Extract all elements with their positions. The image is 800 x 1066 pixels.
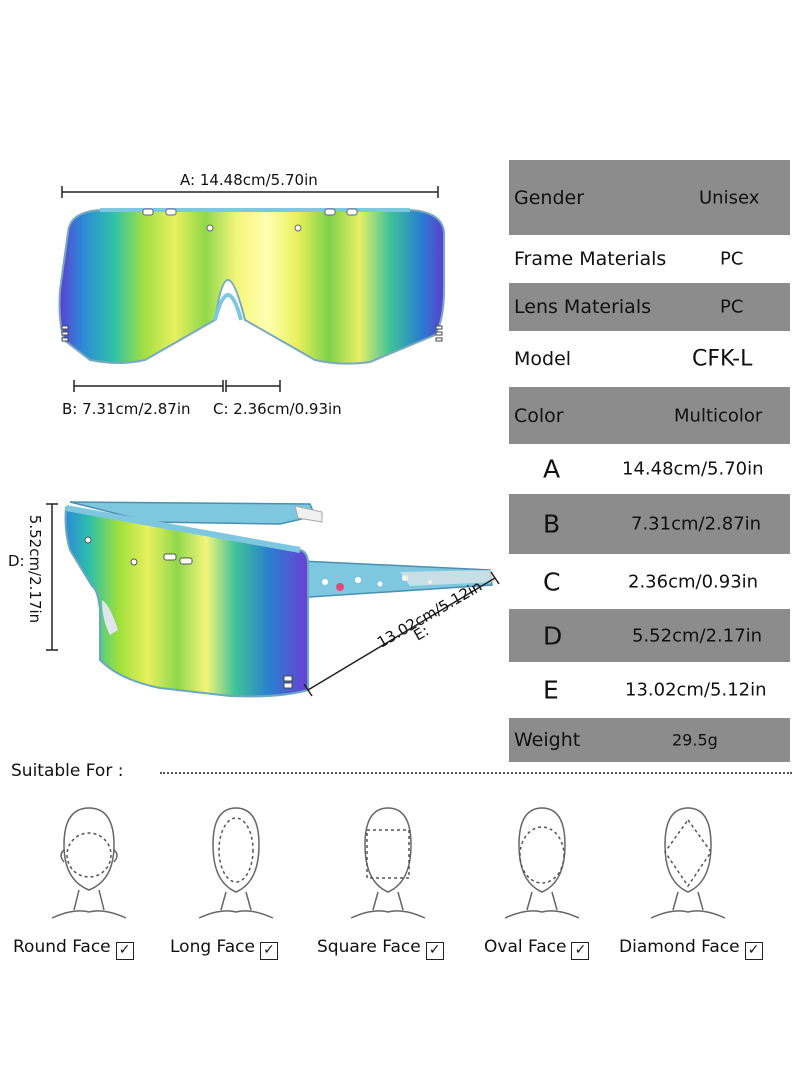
dotted-divider [160,772,792,774]
spec-value: PC [720,248,744,270]
spec-value: 5.52cm/2.17in [632,625,763,646]
spec-key: A [543,454,561,484]
face-label-text: Oval Face [484,937,567,957]
oval-face-icon [504,807,580,919]
dim-c-label: C: 2.36cm/0.93in [213,400,342,418]
spec-value: 14.48cm/5.70in [622,458,764,480]
dim-e-line [307,577,496,691]
spec-value: Multicolor [674,405,763,426]
face-label-long: Long Face ✓ [170,937,278,960]
face-label-round: Round Face ✓ [13,937,134,960]
dim-b-label: B: 7.31cm/2.87in [62,400,191,418]
square-face-icon [350,807,426,919]
round-face-icon [51,807,127,919]
spec-row-a: A 14.48cm/5.70in [509,444,790,494]
face-label-diamond: Diamond Face ✓ [619,937,763,960]
face-label-text: Long Face [170,937,255,957]
spec-row-b: B 7.31cm/2.87in [509,494,790,554]
spec-value: CFK-L [692,346,753,372]
spec-row-color: Color Multicolor [509,387,790,444]
checkbox-checked-icon: ✓ [259,942,278,960]
spec-row-frame-materials: Frame Materials PC [509,235,790,283]
spec-row-d: D 5.52cm/2.17in [509,609,790,662]
checkbox-checked-icon: ✓ [115,942,134,960]
spec-row-c: C 2.36cm/0.93in [509,554,790,609]
front-view-glasses [58,186,445,392]
spec-row-e: E 13.02cm/5.12in [509,662,790,718]
spec-key: B [543,509,561,539]
face-label-text: Round Face [13,937,111,957]
spec-row-weight: Weight 29.5g [509,718,790,762]
side-lens [64,506,309,698]
spec-row-lens-materials: Lens Materials PC [509,283,790,331]
spec-key: Frame Materials [514,248,667,270]
face-label-text: Square Face [317,937,421,957]
spec-key: D [543,621,563,650]
long-face-icon [198,807,274,919]
front-lens [58,209,445,365]
spec-key: Model [514,348,572,370]
spec-value: PC [720,296,744,318]
spec-value: 7.31cm/2.87in [631,513,762,535]
face-label-square: Square Face ✓ [317,937,444,960]
spec-key: Color [514,404,564,427]
spec-value: 29.5g [672,730,718,750]
checkbox-checked-icon: ✓ [744,942,763,960]
spec-key: C [543,567,561,596]
spec-key: Gender [514,186,585,209]
face-label-oval: Oval Face ✓ [484,937,590,960]
dim-a-label: A: 14.48cm/5.70in [180,171,318,189]
spec-row-gender: Gender Unisex [509,160,790,235]
side-view-glasses [46,501,500,698]
spec-table: Gender Unisex Frame Materials PC Lens Ma… [509,160,790,762]
suitable-for-title: Suitable For : [11,761,124,781]
spec-row-model: Model CFK-L [509,331,790,387]
spec-value: 2.36cm/0.93in [628,571,759,592]
spec-value: Unisex [699,187,760,208]
dim-d-prefix: D: [8,552,25,570]
dim-d-label: 5.52cm/2.17in [26,514,44,624]
spec-key: Lens Materials [514,296,652,318]
checkbox-checked-icon: ✓ [425,942,444,960]
diamond-face-icon [650,807,726,919]
face-label-text: Diamond Face [619,937,740,957]
spec-key: E [543,675,559,705]
checkbox-checked-icon: ✓ [571,942,590,960]
spec-key: Weight [514,729,581,751]
spec-value: 13.02cm/5.12in [625,679,767,701]
